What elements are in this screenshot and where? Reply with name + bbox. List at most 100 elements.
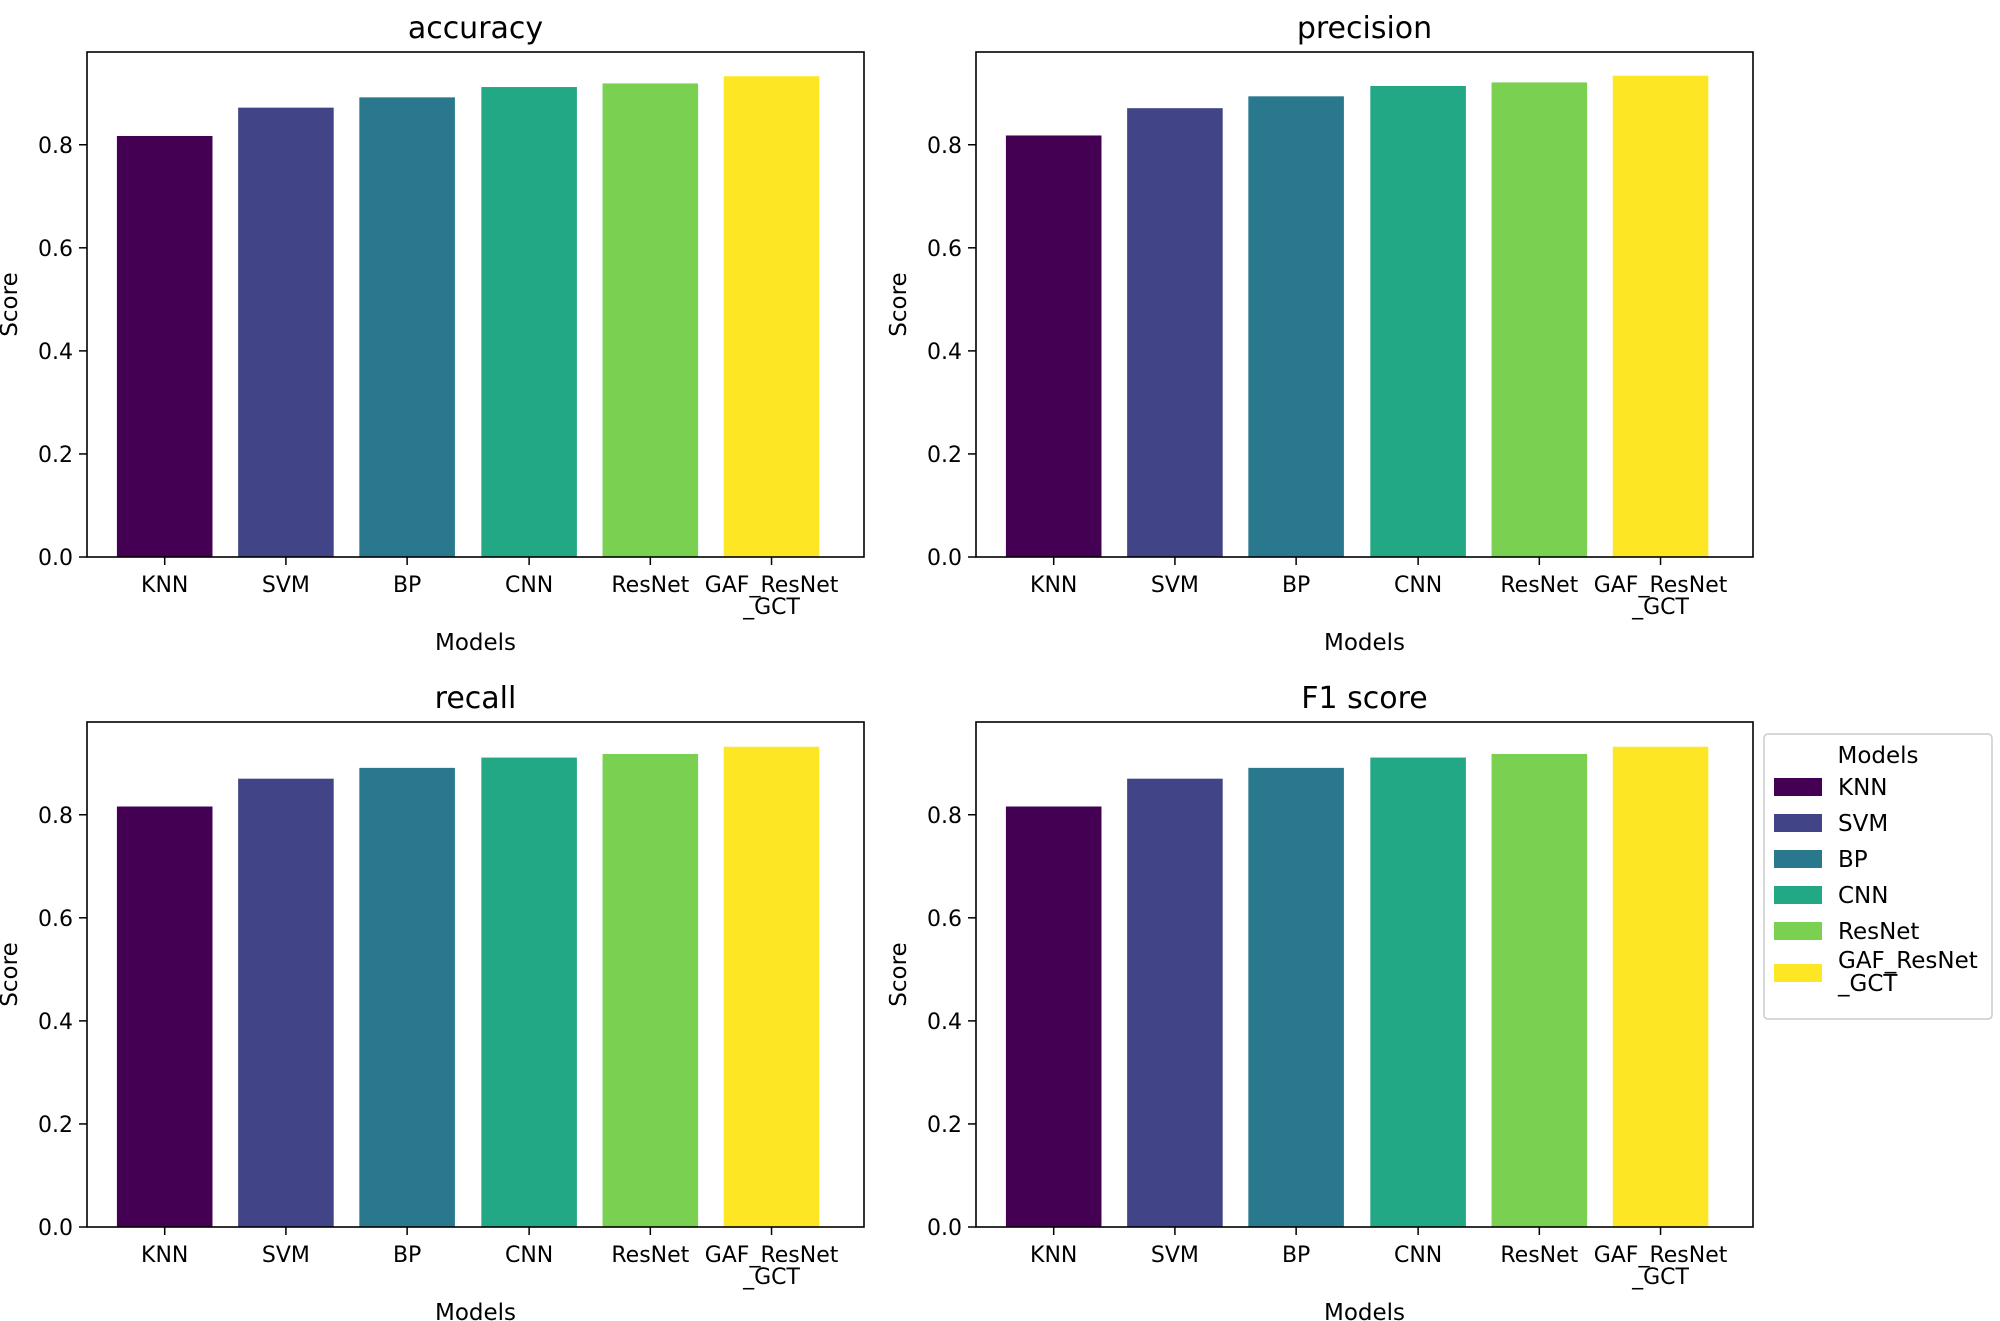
x-axis-label: Models [435, 630, 516, 656]
x-tick-label: KNN [1030, 573, 1077, 598]
x-tick-label: GAF_ResNet _GCT [1594, 573, 1728, 620]
legend-swatch-4 [1774, 886, 1822, 904]
x-tick-label: ResNet [1500, 1243, 1578, 1268]
y-tick-label: 0.8 [927, 804, 962, 829]
x-tick-label: SVM [262, 573, 310, 598]
chart-panel-1: accuracy 0.0 0.2 0.4 0.6 0.8 KNN SVM BP CNN ResNet… [0, 11, 865, 656]
legend-label-5: ResNet [1838, 919, 1919, 945]
y-tick-label: 0.2 [927, 1113, 962, 1138]
legend-swatch-5 [1774, 922, 1822, 940]
legend-label-6: GAF_ResNet _GCT [1837, 948, 1978, 997]
x-tick-label: BP [393, 1243, 421, 1268]
x-tick-label: BP [393, 573, 421, 598]
bar-knn [116, 135, 213, 558]
bar-resnet [602, 753, 699, 1227]
bar-cnn [481, 757, 577, 1227]
y-tick-label: 0.6 [927, 237, 962, 262]
legend-label-1: KNN [1838, 775, 1888, 801]
y-tick-label: 0.4 [927, 1010, 962, 1035]
y-axis-label: Score [0, 942, 23, 1006]
y-tick-label: 0.2 [927, 443, 962, 468]
y-axis-label: Score [0, 272, 23, 336]
plot-frame [975, 721, 1754, 1228]
legend-swatch-3 [1774, 850, 1822, 868]
y-axis-label: Score [886, 272, 912, 336]
y-tick-label: 0.6 [927, 907, 962, 932]
y-tick-label: 0.2 [38, 443, 73, 468]
plot-frame [86, 51, 865, 558]
bar-bp [359, 767, 455, 1227]
bar-resnet [602, 83, 699, 558]
bar-cnn [1370, 86, 1466, 557]
y-tick-label: 0.4 [38, 1010, 73, 1035]
y-axis-label: Score [886, 942, 912, 1006]
x-tick-label: GAF_ResNet _GCT [1594, 1243, 1728, 1290]
x-axis-label: Models [1324, 630, 1405, 656]
legend-title: Models [1837, 743, 1918, 769]
legend-box [1763, 733, 1993, 1020]
bar-knn [116, 806, 213, 1227]
legend-swatch-6 [1774, 964, 1822, 982]
x-tick-label: KNN [141, 1243, 188, 1268]
x-tick-label: ResNet [611, 573, 689, 598]
chart-title: precision [1297, 11, 1432, 46]
bar-knn [1005, 135, 1102, 558]
legend-label-4: CNN [1838, 883, 1888, 909]
plot-frame [86, 721, 865, 1228]
y-tick-label: 0.6 [38, 907, 73, 932]
chart-panel-4: F1 score 0.0 0.2 0.4 0.6 0.8 KNN SVM BP CNN ResNet… [886, 681, 1754, 1321]
bar-cnn [481, 87, 577, 557]
bar-knn [1005, 806, 1102, 1227]
x-tick-label: CNN [1394, 1243, 1442, 1268]
bar-svm [238, 107, 334, 558]
bar-bp [1248, 96, 1344, 557]
bar-gaf_resnet_gct [1612, 75, 1709, 557]
x-tick-label: GAF_ResNet _GCT [705, 1243, 839, 1290]
bar-bp [1248, 767, 1344, 1227]
y-tick-label: 0.0 [927, 1216, 962, 1241]
x-tick-label: SVM [1151, 1243, 1199, 1268]
legend: Models KNN SVM BP CNN ResNet GAF_ResNet _GCT [1763, 733, 1993, 1020]
bar-svm [1127, 108, 1223, 558]
x-tick-label: BP [1282, 1243, 1310, 1268]
x-axis-label: Models [1324, 1300, 1405, 1321]
legend-swatch-2 [1774, 814, 1822, 832]
y-tick-label: 0.8 [38, 134, 73, 159]
y-tick-label: 0.4 [38, 340, 73, 365]
bar-gaf_resnet_gct [723, 746, 820, 1227]
bar-svm [238, 778, 334, 1227]
x-tick-label: CNN [505, 1243, 553, 1268]
bar-svm [1127, 778, 1223, 1227]
x-tick-label: GAF_ResNet _GCT [705, 573, 839, 620]
x-tick-label: ResNet [611, 1243, 689, 1268]
chart-title: accuracy [408, 11, 543, 46]
chart-panel-3: recall 0.0 0.2 0.4 0.6 0.8 KNN SVM BP CNN ResNet GA… [0, 681, 865, 1321]
legend-label-3: BP [1838, 847, 1868, 873]
chart-title: F1 score [1301, 681, 1428, 716]
x-tick-label: KNN [141, 573, 188, 598]
y-tick-label: 0.0 [38, 1216, 73, 1241]
x-tick-label: CNN [1394, 573, 1442, 598]
y-tick-label: 0.8 [38, 804, 73, 829]
y-tick-label: 0.6 [38, 237, 73, 262]
bar-cnn [1370, 757, 1466, 1227]
bar-gaf_resnet_gct [1612, 746, 1709, 1227]
x-tick-label: ResNet [1500, 573, 1578, 598]
x-tick-label: BP [1282, 573, 1310, 598]
legend-label-2: SVM [1838, 811, 1888, 837]
x-tick-label: SVM [262, 1243, 310, 1268]
y-tick-label: 0.2 [38, 1113, 73, 1138]
legend-swatch-1 [1774, 778, 1822, 796]
y-tick-label: 0.0 [927, 546, 962, 571]
y-tick-label: 0.4 [927, 340, 962, 365]
x-tick-label: KNN [1030, 1243, 1077, 1268]
bar-resnet [1491, 753, 1588, 1227]
x-tick-label: SVM [1151, 573, 1199, 598]
x-tick-label: CNN [505, 573, 553, 598]
chart-panel-2: precision 0.0 0.2 0.4 0.6 0.8 KNN SVM BP CNN ResNe… [886, 11, 1754, 656]
y-tick-label: 0.8 [927, 134, 962, 159]
chart-title: recall [435, 681, 517, 716]
x-axis-label: Models [435, 1300, 516, 1321]
plot-frame [975, 51, 1754, 558]
